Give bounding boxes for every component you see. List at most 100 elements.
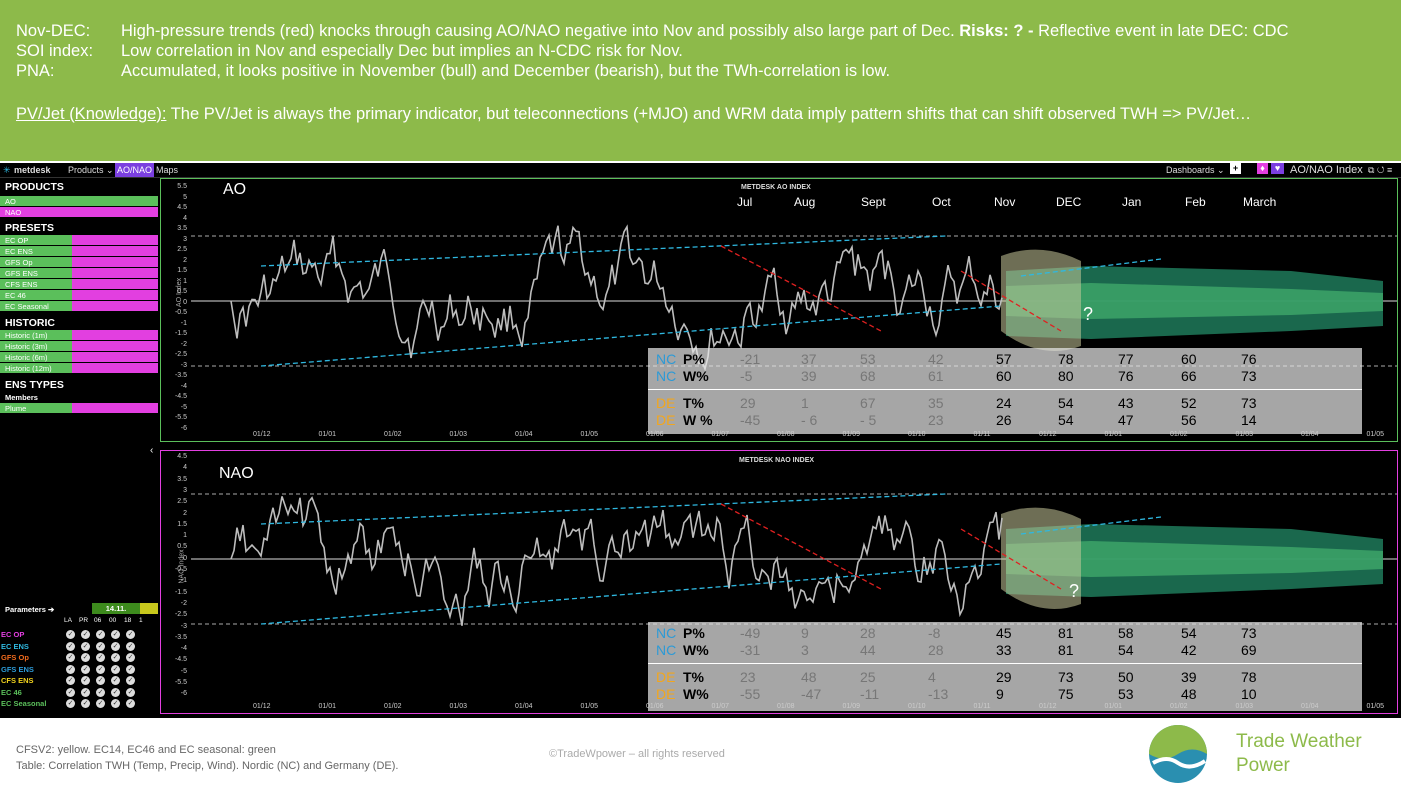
- check-icon[interactable]: ✓: [81, 641, 90, 651]
- check-icon[interactable]: ✓: [111, 687, 120, 697]
- ao-forecast-value: 80: [1058, 368, 1074, 384]
- bell-icon[interactable]: ♦: [1257, 163, 1268, 174]
- check-icon[interactable]: ✓: [81, 653, 90, 662]
- ao-ytick: -3.5: [174, 372, 187, 379]
- check-icon[interactable]: ✓: [81, 676, 90, 685]
- check-icon[interactable]: ✓: [126, 653, 135, 662]
- ao-ytick: 4.5: [177, 204, 187, 211]
- check-icon[interactable]: ✓: [81, 664, 90, 674]
- check-icon[interactable]: ✓: [96, 676, 105, 685]
- check-icon[interactable]: ✓: [96, 699, 105, 708]
- check-icon[interactable]: ✓: [126, 687, 135, 697]
- check-icon[interactable]: ✓: [126, 630, 135, 639]
- historic-12m[interactable]: Historic (12m): [0, 363, 158, 373]
- param-row[interactable]: EC 46 ✓ ✓ ✓ ✓ ✓: [0, 687, 158, 698]
- check-icon[interactable]: ✓: [96, 664, 105, 674]
- preset-ec-op[interactable]: EC OP: [0, 235, 158, 245]
- check-icon[interactable]: ✓: [111, 630, 120, 639]
- check-icon[interactable]: ✓: [111, 699, 120, 708]
- preset-ec-seasonal[interactable]: EC Seasonal: [0, 301, 158, 311]
- check-icon[interactable]: ✓: [66, 630, 75, 639]
- ao-xtick: 01/06: [646, 431, 664, 438]
- nao-table-row: DE W% -55 -47 -11 -13 9 75 53 48 10: [648, 686, 1362, 703]
- check-icon[interactable]: ✓: [111, 653, 120, 662]
- ao-forecast-value: 60: [1181, 351, 1197, 367]
- ens-plume[interactable]: Plume: [0, 403, 158, 413]
- ao-forecast-value: 78: [1058, 351, 1074, 367]
- check-icon[interactable]: ✓: [126, 676, 135, 685]
- check-icon[interactable]: ✓: [111, 641, 120, 651]
- dashboards-menu[interactable]: Dashboards ⌄: [1166, 165, 1225, 175]
- historic-3m[interactable]: Historic (3m): [0, 341, 158, 351]
- check-icon[interactable]: ✓: [66, 699, 75, 708]
- metdesk-app: ✳ metdesk Products ⌄ AO/NAO Maps Dashboa…: [0, 163, 1401, 718]
- param-row[interactable]: EC OP ✓ ✓ ✓ ✓ ✓: [0, 629, 158, 640]
- check-icon[interactable]: ✓: [81, 699, 90, 708]
- param-row[interactable]: EC ENS ✓ ✓ ✓ ✓ ✓: [0, 641, 158, 652]
- preset-gfs-op[interactable]: GFS Op: [0, 257, 158, 267]
- param-row[interactable]: GFS Op ✓ ✓ ✓ ✓ ✓: [0, 652, 158, 663]
- check-icon[interactable]: ✓: [96, 653, 105, 662]
- historic-6m[interactable]: Historic (6m): [0, 352, 158, 362]
- ao-xtick: 01/03: [449, 431, 468, 438]
- ao-hist-value: -21: [740, 351, 761, 367]
- check-icon[interactable]: ✓: [81, 687, 90, 697]
- param-row[interactable]: EC Seasonal ✓ ✓ ✓ ✓ ✓: [0, 698, 158, 709]
- param-row[interactable]: CFS ENS ✓ ✓ ✓ ✓ ✓: [0, 675, 158, 686]
- nao-table-row: NC P% -49 9 28 -8 45 81 58 54 73: [648, 625, 1362, 642]
- add-icon[interactable]: +: [1230, 163, 1241, 174]
- nao-panel-label: NAO: [219, 465, 254, 482]
- products-menu[interactable]: Products ⌄: [68, 165, 114, 175]
- param-row[interactable]: GFS ENS ✓ ✓ ✓ ✓ ✓: [0, 664, 158, 675]
- preset-gfs-ens[interactable]: GFS ENS: [0, 268, 158, 278]
- ao-table-divider: [648, 389, 1362, 390]
- brand-name-line1: Trade Weather: [1236, 731, 1362, 752]
- check-icon[interactable]: ✓: [96, 630, 105, 639]
- check-icon[interactable]: ✓: [66, 664, 75, 674]
- check-icon[interactable]: ✓: [96, 687, 105, 697]
- footer-legend-line1: CFSV2: yellow. EC14, EC46 and EC seasona…: [16, 744, 276, 756]
- preset-cfs-ens[interactable]: CFS ENS: [0, 279, 158, 289]
- check-icon[interactable]: ✓: [66, 687, 75, 697]
- nao-chart: [191, 493, 1397, 626]
- collapse-sidebar-icon[interactable]: ‹: [150, 445, 154, 456]
- check-icon[interactable]: ✓: [96, 641, 105, 651]
- metdesk-logo[interactable]: metdesk: [14, 165, 51, 175]
- preset-ec-ens[interactable]: EC ENS: [0, 246, 158, 256]
- ao-xtick: 01/03: [1235, 431, 1254, 438]
- check-icon[interactable]: ✓: [66, 641, 75, 651]
- historic-1m[interactable]: Historic (1m): [0, 330, 158, 340]
- nao-xtick: 01/04: [515, 703, 533, 710]
- nao-table-divider: [648, 663, 1362, 664]
- ao-ytick: 1.5: [177, 267, 187, 274]
- check-icon[interactable]: ✓: [66, 676, 75, 685]
- preset-ec-46[interactable]: EC 46: [0, 290, 158, 300]
- nao-question-mark: ?: [1069, 581, 1080, 601]
- check-icon[interactable]: ✓: [126, 664, 135, 674]
- check-icon[interactable]: ✓: [126, 641, 135, 651]
- check-icon[interactable]: ✓: [111, 676, 120, 685]
- check-icon[interactable]: ✓: [66, 653, 75, 662]
- nao-ytick: -3: [180, 622, 187, 630]
- check-icon[interactable]: ✓: [111, 664, 120, 674]
- nao-xtick: 01/02: [384, 703, 402, 710]
- tab-ao-nao[interactable]: AO/NAO: [115, 163, 155, 177]
- ao-ytick: -0.5: [174, 309, 187, 316]
- product-ao[interactable]: AO: [0, 196, 158, 206]
- nao-hist-value: 48: [801, 669, 817, 685]
- ens-members[interactable]: Members: [5, 393, 38, 402]
- heart-icon[interactable]: ♥: [1271, 163, 1284, 174]
- ao-forecast-plume-inner: [1006, 283, 1383, 319]
- banner-row-pna: PNA: Accumulated, it looks positive in No…: [16, 62, 891, 80]
- nao-lower-trend-line: [260, 563, 1002, 625]
- tab-maps[interactable]: Maps: [156, 165, 179, 175]
- nao-chart-title: METDESK NAO INDEX: [739, 457, 815, 464]
- check-icon[interactable]: ✓: [126, 699, 135, 708]
- ao-month-label: Sept: [861, 195, 886, 209]
- window-controls-icon[interactable]: ⧉ ↺ ≡: [1368, 165, 1393, 175]
- ao-xtick: 01/04: [515, 431, 533, 438]
- brand-name-line2: Power: [1236, 755, 1290, 776]
- product-nao[interactable]: NAO: [0, 207, 158, 217]
- nao-cfs-ensemble: [1001, 507, 1081, 609]
- check-icon[interactable]: ✓: [81, 630, 90, 639]
